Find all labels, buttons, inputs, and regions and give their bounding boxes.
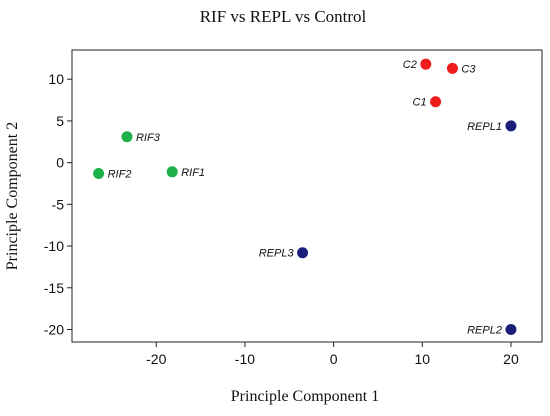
y-tick-label: -20 bbox=[44, 321, 64, 337]
chart-title: RIF vs REPL vs Control bbox=[200, 7, 367, 26]
y-tick-label: -5 bbox=[52, 196, 65, 212]
data-point bbox=[121, 131, 133, 143]
y-axis-label: Principle Component 2 bbox=[4, 122, 21, 270]
y-tick-label: 5 bbox=[56, 113, 64, 129]
y-tick-label: 10 bbox=[48, 71, 64, 87]
point-label: C3 bbox=[461, 63, 476, 75]
point-label: RIF1 bbox=[181, 167, 205, 179]
data-point bbox=[93, 167, 105, 179]
data-point bbox=[166, 166, 178, 178]
point-label: RIF3 bbox=[136, 132, 161, 144]
plot-frame bbox=[71, 49, 543, 343]
y-tick-label: -15 bbox=[44, 280, 64, 296]
x-tick-label: -20 bbox=[146, 351, 166, 367]
data-point bbox=[430, 96, 442, 108]
y-tick-label: -10 bbox=[44, 238, 64, 254]
x-axis: -20 -10 0 10 20 bbox=[146, 342, 519, 367]
data-point bbox=[505, 323, 517, 335]
data-point bbox=[446, 62, 458, 74]
y-tick-label: 0 bbox=[56, 155, 64, 171]
y-axis: 10 5 0 -5 -10 -15 -20 bbox=[44, 71, 72, 337]
point-label: RIF2 bbox=[108, 168, 132, 180]
x-tick-label: 10 bbox=[414, 351, 430, 367]
x-tick-label: 20 bbox=[503, 351, 519, 367]
x-tick-label: -10 bbox=[235, 351, 255, 367]
data-points: RIF3 RIF2 RIF1 C2 C3 C1 REPL1 REPL3 REPL2 bbox=[93, 58, 517, 336]
point-label: REPL2 bbox=[467, 324, 502, 336]
x-tick-label: 0 bbox=[330, 351, 338, 367]
data-point bbox=[297, 247, 309, 259]
x-axis-label: Principle Component 1 bbox=[231, 388, 379, 405]
point-label: C2 bbox=[403, 59, 417, 71]
point-label: REPL1 bbox=[467, 121, 502, 133]
point-label: C1 bbox=[413, 97, 427, 109]
data-point bbox=[505, 120, 517, 132]
point-label: REPL3 bbox=[259, 248, 295, 260]
data-point bbox=[420, 58, 432, 70]
